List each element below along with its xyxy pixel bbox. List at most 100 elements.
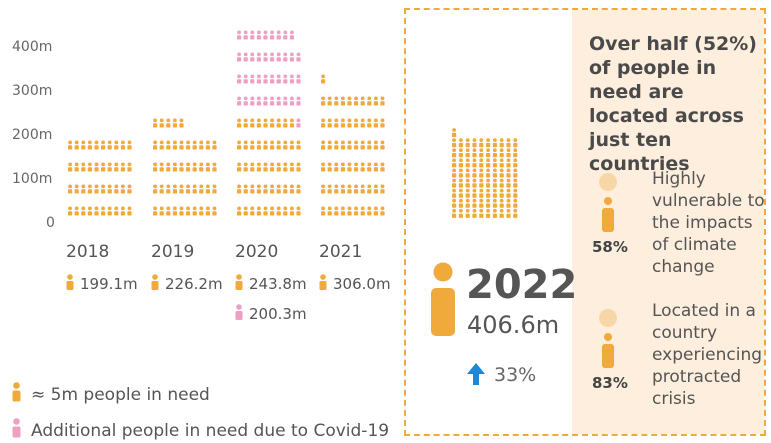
person-mark bbox=[289, 96, 294, 106]
person-mark bbox=[380, 96, 385, 106]
person-mark bbox=[68, 206, 73, 216]
person-mark bbox=[458, 188, 463, 198]
person-mark bbox=[340, 162, 345, 172]
person-mark bbox=[120, 162, 125, 172]
person-mark bbox=[263, 74, 268, 84]
person-mark bbox=[237, 184, 242, 194]
person-mark bbox=[347, 118, 352, 128]
person-mark bbox=[243, 96, 248, 106]
person-mark bbox=[289, 74, 294, 84]
person-mark bbox=[243, 206, 248, 216]
person-mark bbox=[499, 208, 504, 218]
person-mark bbox=[465, 168, 470, 178]
highlight-value: 406.6m bbox=[467, 311, 560, 339]
person-mark bbox=[486, 198, 491, 208]
person-mark bbox=[276, 118, 281, 128]
person-mark bbox=[159, 140, 164, 150]
bar-group bbox=[68, 140, 132, 216]
person-mark bbox=[237, 74, 242, 84]
person-mark bbox=[283, 206, 288, 216]
person-mark bbox=[452, 198, 457, 208]
person-mark bbox=[68, 140, 73, 150]
person-mark bbox=[334, 162, 339, 172]
person-mark bbox=[74, 162, 79, 172]
person-mark bbox=[237, 162, 242, 172]
person-mark bbox=[199, 206, 204, 216]
person-mark bbox=[354, 96, 359, 106]
person-mark bbox=[367, 140, 372, 150]
person-mark bbox=[205, 140, 210, 150]
person-mark bbox=[179, 140, 184, 150]
person-mark bbox=[347, 96, 352, 106]
stat-climate-pct: 58% bbox=[592, 238, 628, 256]
person-mark bbox=[327, 184, 332, 194]
person-mark bbox=[256, 140, 261, 150]
person-mark bbox=[354, 206, 359, 216]
person-mark bbox=[373, 96, 378, 106]
value-label-2021: 306.0m bbox=[319, 274, 391, 294]
person-mark bbox=[465, 208, 470, 218]
person-mark bbox=[367, 184, 372, 194]
person-mark bbox=[107, 140, 112, 150]
person-mark bbox=[458, 198, 463, 208]
person-mark bbox=[243, 184, 248, 194]
y-tick-label: 100m bbox=[12, 171, 52, 187]
stat-crisis-text: Located in a country experiencing protra… bbox=[652, 301, 763, 409]
person-mark bbox=[81, 184, 86, 194]
person-mark bbox=[114, 140, 119, 150]
person-mark bbox=[458, 178, 463, 188]
panel-headline: Over half (52%) of people in need are lo… bbox=[589, 33, 757, 175]
value-label-2018: 199.1m bbox=[66, 274, 138, 294]
y-tick-label: 0 bbox=[46, 215, 55, 231]
person-mark bbox=[499, 198, 504, 208]
person-mark bbox=[321, 74, 326, 84]
person-mark bbox=[289, 30, 294, 40]
person-mark bbox=[74, 184, 79, 194]
person-mark bbox=[479, 138, 484, 148]
person-mark bbox=[360, 162, 365, 172]
person-mark bbox=[492, 168, 497, 178]
person-mark bbox=[186, 140, 191, 150]
bar-group bbox=[153, 118, 217, 216]
person-mark bbox=[380, 184, 385, 194]
legend-people-label: ≈ 5m people in need bbox=[31, 384, 210, 405]
person-mark bbox=[276, 140, 281, 150]
person-mark bbox=[513, 158, 518, 168]
value-label-2020: 243.8m bbox=[235, 274, 307, 294]
x-tick-2019: 2019 bbox=[151, 242, 195, 262]
person-mark bbox=[263, 30, 268, 40]
person-mark bbox=[114, 206, 119, 216]
person-mark bbox=[153, 140, 158, 150]
person-covid-icon bbox=[235, 304, 243, 324]
person-mark bbox=[472, 178, 477, 188]
person-mark bbox=[465, 148, 470, 158]
value-text: 243.8m bbox=[249, 275, 307, 293]
person-mark bbox=[74, 140, 79, 150]
person-mark bbox=[492, 158, 497, 168]
y-tick-label: 400m bbox=[12, 39, 52, 55]
person-mark bbox=[283, 52, 288, 62]
person-mark bbox=[87, 140, 92, 150]
person-mark bbox=[296, 162, 301, 172]
person-mark bbox=[81, 206, 86, 216]
person-mark bbox=[472, 168, 477, 178]
highlight-year: 2022 bbox=[466, 262, 578, 308]
value-text: 200.3m bbox=[249, 305, 307, 323]
person-mark bbox=[276, 162, 281, 172]
person-mark bbox=[283, 162, 288, 172]
person-mark bbox=[94, 140, 99, 150]
person-mark bbox=[263, 162, 268, 172]
person-mark bbox=[250, 206, 255, 216]
person-mark bbox=[492, 188, 497, 198]
person-mark bbox=[270, 74, 275, 84]
person-mark bbox=[243, 162, 248, 172]
person-mark bbox=[153, 118, 158, 128]
person-mark bbox=[263, 140, 268, 150]
person-mark bbox=[513, 178, 518, 188]
person-mark bbox=[327, 162, 332, 172]
person-mark bbox=[458, 138, 463, 148]
bar-group bbox=[237, 30, 301, 128]
person-mark bbox=[74, 206, 79, 216]
person-mark bbox=[296, 96, 301, 106]
